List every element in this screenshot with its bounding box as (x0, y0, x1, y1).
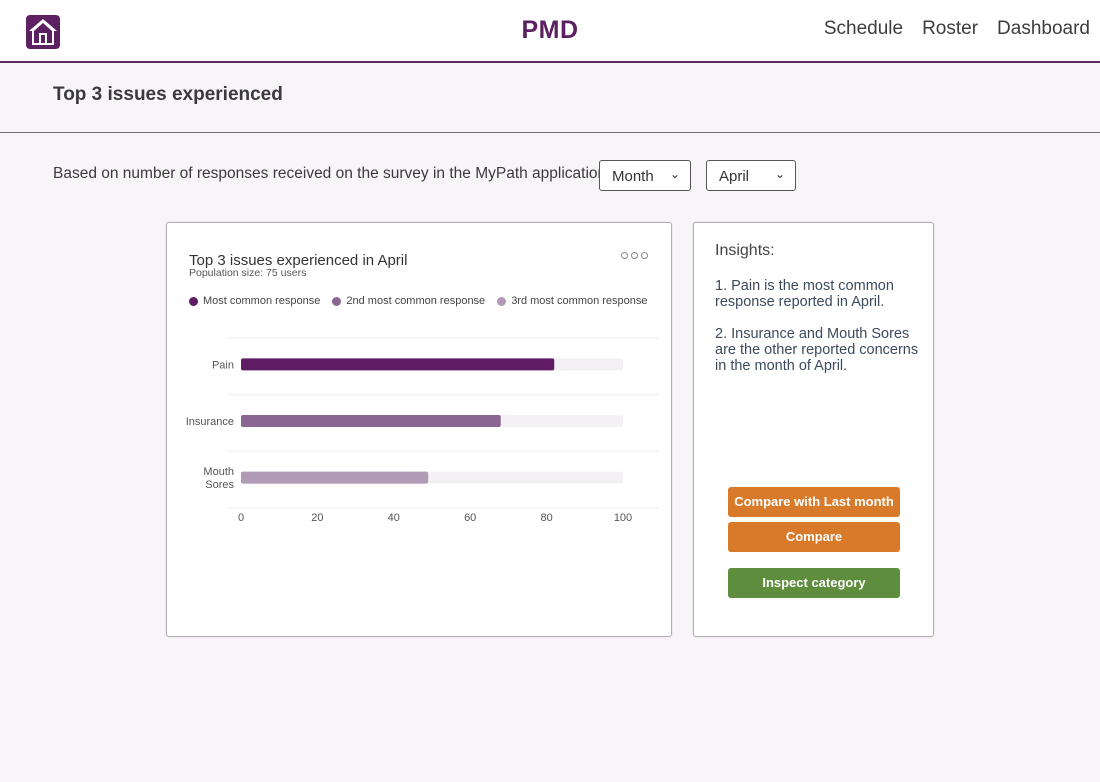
x-tick-label: 40 (388, 512, 400, 524)
compare-last-month-button[interactable]: Compare with Last month (728, 487, 900, 517)
top-bar: PMD Schedule Roster Dashboard (0, 0, 1100, 63)
insight-item: 2. Insurance and Mouth Sores are the oth… (715, 326, 919, 374)
home-icon[interactable] (25, 14, 61, 50)
more-options-icon[interactable] (621, 252, 648, 259)
x-tick-label: 80 (540, 512, 552, 524)
legend-dot (189, 296, 198, 306)
insights-card: Insights: 1. Pain is the most common res… (693, 222, 934, 637)
insights-title: Insights: (715, 242, 775, 259)
x-tick-label: 100 (614, 512, 632, 524)
legend-label: 2nd most common response (346, 295, 486, 307)
legend-item: Most common response (189, 295, 320, 307)
legend-item: 3rd most common response (497, 295, 648, 307)
chevron-down-icon: ⌄ (774, 167, 785, 181)
x-tick-label: 20 (311, 512, 323, 524)
x-tick-label: 0 (238, 512, 244, 524)
page-title: Top 3 issues experienced (53, 84, 283, 105)
nav-schedule[interactable]: Schedule (823, 18, 904, 39)
x-tick-label: 60 (464, 512, 476, 524)
compare-button[interactable]: Compare (728, 522, 900, 552)
chart-card: Top 3 issues experienced in April Popula… (166, 222, 672, 637)
page-header: Top 3 issues experienced (0, 63, 1100, 133)
legend-item: 2nd most common response (332, 295, 485, 307)
period-select-value: Month (612, 168, 654, 185)
month-select-value: April (719, 168, 750, 185)
period-select[interactable]: Month ⌄ (599, 160, 691, 191)
category-label: Insurance (186, 416, 234, 428)
nav-dashboard[interactable]: Dashboard (997, 18, 1090, 39)
bar (241, 471, 429, 484)
legend-dot (497, 296, 507, 306)
legend-label: 3rd most common response (511, 295, 648, 307)
bar-chart: Pain Insurance Mouth Sores 0 20 40 60 80 100 (186, 337, 659, 524)
insight-item: 1. Pain is the most common response repo… (715, 278, 894, 310)
legend-label: Most common response (203, 295, 321, 307)
category-label: Pain (212, 359, 234, 371)
category-label: Mouth Sores (203, 466, 234, 491)
filter-description: Based on number of responses received on… (53, 165, 633, 182)
chart-legend: Most common response 2nd most common res… (189, 295, 648, 307)
chart-title: Top 3 issues experienced in April (189, 252, 408, 269)
chevron-down-icon: ⌄ (669, 167, 680, 181)
legend-dot (332, 296, 342, 306)
inspect-category-button[interactable]: Inspect category (728, 568, 900, 598)
bar (241, 358, 555, 371)
brand-title: PMD (521, 16, 579, 44)
month-select[interactable]: April ⌄ (706, 160, 796, 191)
chart-subtitle: Population size: 75 users (189, 267, 307, 279)
nav-roster[interactable]: Roster (922, 18, 979, 39)
bar (241, 415, 501, 427)
main-nav: Schedule Roster Dashboard (824, 18, 1090, 40)
